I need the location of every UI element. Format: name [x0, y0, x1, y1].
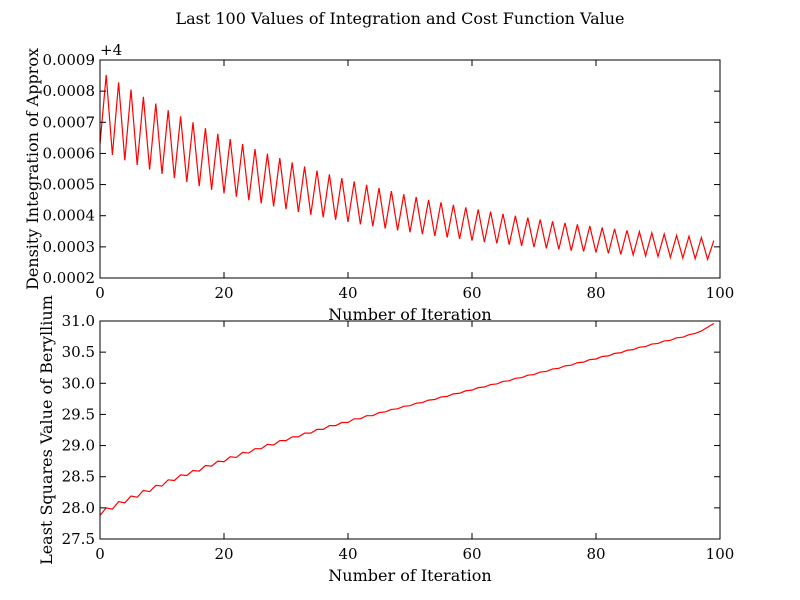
figure-title: Last 100 Values of Integration and Cost …: [175, 9, 624, 28]
chart1.y-tick-label-5: 30.0: [62, 374, 95, 392]
chart1.x-tick-label-4: 80: [586, 545, 605, 563]
chart1.y-tick-label-2: 28.5: [62, 468, 95, 486]
chart1.y-tick-label-4: 29.5: [62, 405, 95, 423]
chart0.x-tick-label-2: 40: [338, 284, 357, 302]
chart0.x-tick-label-5: 100: [706, 284, 735, 302]
chart0.y-tick-label-2: 0.0004: [43, 207, 96, 225]
chart0.y-tick-label-7: 0.0009: [43, 51, 96, 69]
chart1.y-axis-label: Least Squares Value of Beryllium: [37, 295, 56, 565]
chart0.x-tick-label-3: 60: [462, 284, 481, 302]
chart0.y-tick-label-6: 0.0008: [43, 82, 96, 100]
chart0.y-tick-label-0: 0.0002: [43, 269, 96, 287]
chart0.x-tick-label-0: 0: [95, 284, 105, 302]
chart0.series-line-0: [99, 74, 715, 262]
chart0.y-offset-label: +4: [100, 41, 122, 59]
chart1.x-axis-label: Number of Iteration: [328, 566, 491, 585]
chart0.x-tick-label-1: 20: [214, 284, 233, 302]
chart1.x-tick-label-3: 60: [462, 545, 481, 563]
chart1.x-tick-label-2: 40: [338, 545, 357, 563]
chart1.x-tick-label-5: 100: [706, 545, 735, 563]
plot-least-squares-beryllium: 0 20 40 60 80 100 27.5 28.0 28.5 29.0 29.5 30.0 30.5…: [37, 295, 734, 585]
chart1.y-tick-label-0: 27.5: [62, 530, 95, 548]
chart0.y-tick-label-3: 0.0005: [43, 176, 96, 194]
chart0.x-axis-label: Number of Iteration: [328, 305, 491, 324]
chart0.y-axis-label: Density Integration of Approx: [23, 48, 42, 290]
chart0.y-tick-label-1: 0.0003: [43, 238, 96, 256]
chart1.y-tick-label-3: 29.0: [62, 437, 95, 455]
chart0.y-tick-label-4: 0.0006: [43, 144, 96, 162]
chart1.x-tick-label-1: 20: [214, 545, 233, 563]
chart0.axes-frame: [99, 59, 721, 279]
chart1.x-tick-label-0: 0: [95, 545, 105, 563]
chart1.y-tick-label-1: 28.0: [62, 499, 95, 517]
chart0.y-tick-label-5: 0.0007: [43, 113, 96, 131]
chart1.y-tick-label-7: 31.0: [62, 312, 95, 330]
chart0.x-tick-label-4: 80: [586, 284, 605, 302]
chart1.axes-frame: [99, 320, 721, 540]
chart1.series-line-0: [99, 322, 715, 516]
plot-density-integration: 0 20 40 60 80 100 0.0002 0.0003 0.0004 0.0005 0.00…: [23, 41, 734, 324]
chart1.y-tick-label-6: 30.5: [62, 343, 95, 361]
